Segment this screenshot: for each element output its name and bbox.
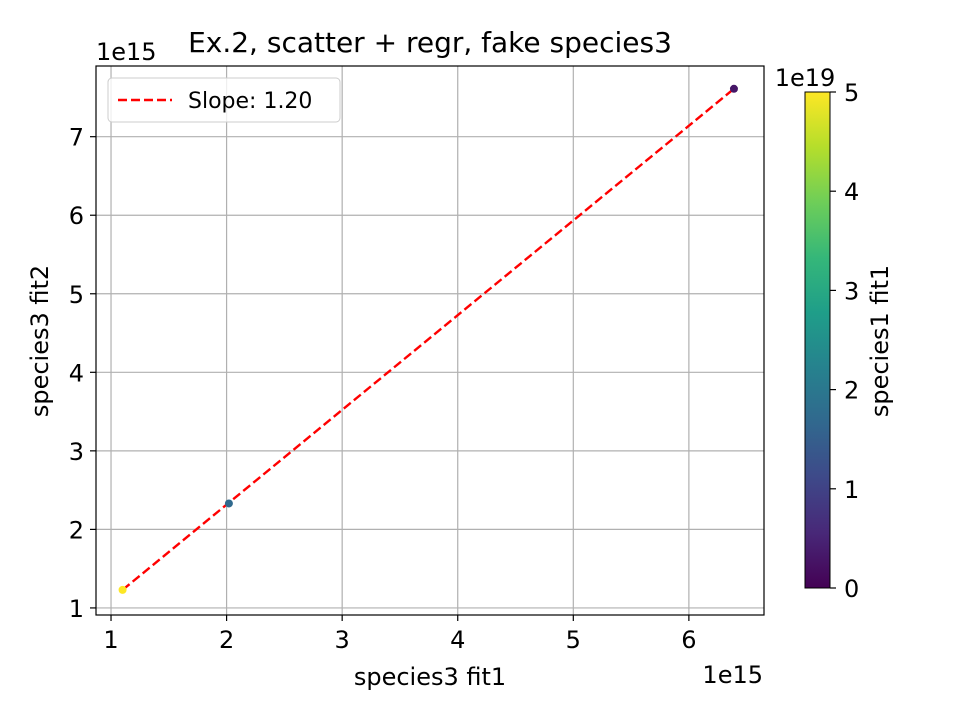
colorbar-tick-label: 5 xyxy=(844,79,859,107)
x-tick-label: 6 xyxy=(681,626,696,654)
x-axis-ticks: 1 2 3 4 5 6 xyxy=(103,615,697,654)
x-offset-text: 1e15 xyxy=(702,661,763,689)
chart-title: Ex.2, scatter + regr, fake species3 xyxy=(188,26,672,59)
y-axis-label: species3 fit2 xyxy=(26,265,54,417)
legend-box xyxy=(107,77,341,123)
y-tick-label: 3 xyxy=(69,438,84,466)
y-offset-text: 1e15 xyxy=(96,38,157,66)
regression-layer xyxy=(121,87,735,591)
y-tick-label: 7 xyxy=(69,124,84,152)
colorbar-tick-label: 3 xyxy=(844,277,859,305)
scatter-point xyxy=(729,84,738,93)
regression-line xyxy=(121,87,735,591)
y-tick-label: 2 xyxy=(69,516,84,544)
colorbar-gradient xyxy=(804,91,831,589)
colorbar-ticks: 0 1 2 3 4 5 xyxy=(830,79,859,603)
colorbar-tick-label: 2 xyxy=(844,377,859,405)
y-tick-label: 1 xyxy=(69,595,84,623)
y-tick-label: 4 xyxy=(69,359,84,387)
grid xyxy=(96,66,764,615)
x-tick-label: 4 xyxy=(450,626,465,654)
colorbar-offset-text: 1e19 xyxy=(775,64,836,92)
x-axis-label: species3 fit1 xyxy=(354,663,506,691)
colorbar: 0 1 2 3 4 5 1e19 species1 fit1 xyxy=(775,64,894,603)
y-tick-label: 6 xyxy=(69,202,84,230)
colorbar-tick-label: 0 xyxy=(844,575,859,603)
x-tick-label: 2 xyxy=(219,626,234,654)
scatter-points xyxy=(118,84,738,594)
colorbar-tick-label: 4 xyxy=(844,178,859,206)
scatter-point xyxy=(118,585,127,594)
colorbar-label: species1 fit1 xyxy=(866,265,894,417)
scatter-point xyxy=(224,499,233,508)
y-tick-label: 5 xyxy=(69,281,84,309)
legend-label: Slope: 1.20 xyxy=(188,89,312,114)
x-tick-label: 5 xyxy=(566,626,581,654)
x-tick-label: 3 xyxy=(335,626,350,654)
colorbar-tick-label: 1 xyxy=(844,476,859,504)
x-tick-label: 1 xyxy=(103,626,118,654)
plot-frame xyxy=(95,65,765,616)
y-axis-ticks: 1 2 3 4 5 6 7 xyxy=(69,124,96,623)
legend: Slope: 1.20 xyxy=(107,77,341,123)
